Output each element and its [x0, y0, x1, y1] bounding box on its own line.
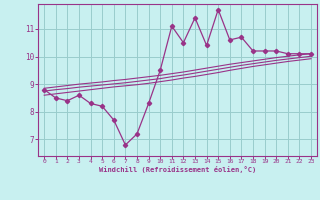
X-axis label: Windchill (Refroidissement éolien,°C): Windchill (Refroidissement éolien,°C) — [99, 166, 256, 173]
